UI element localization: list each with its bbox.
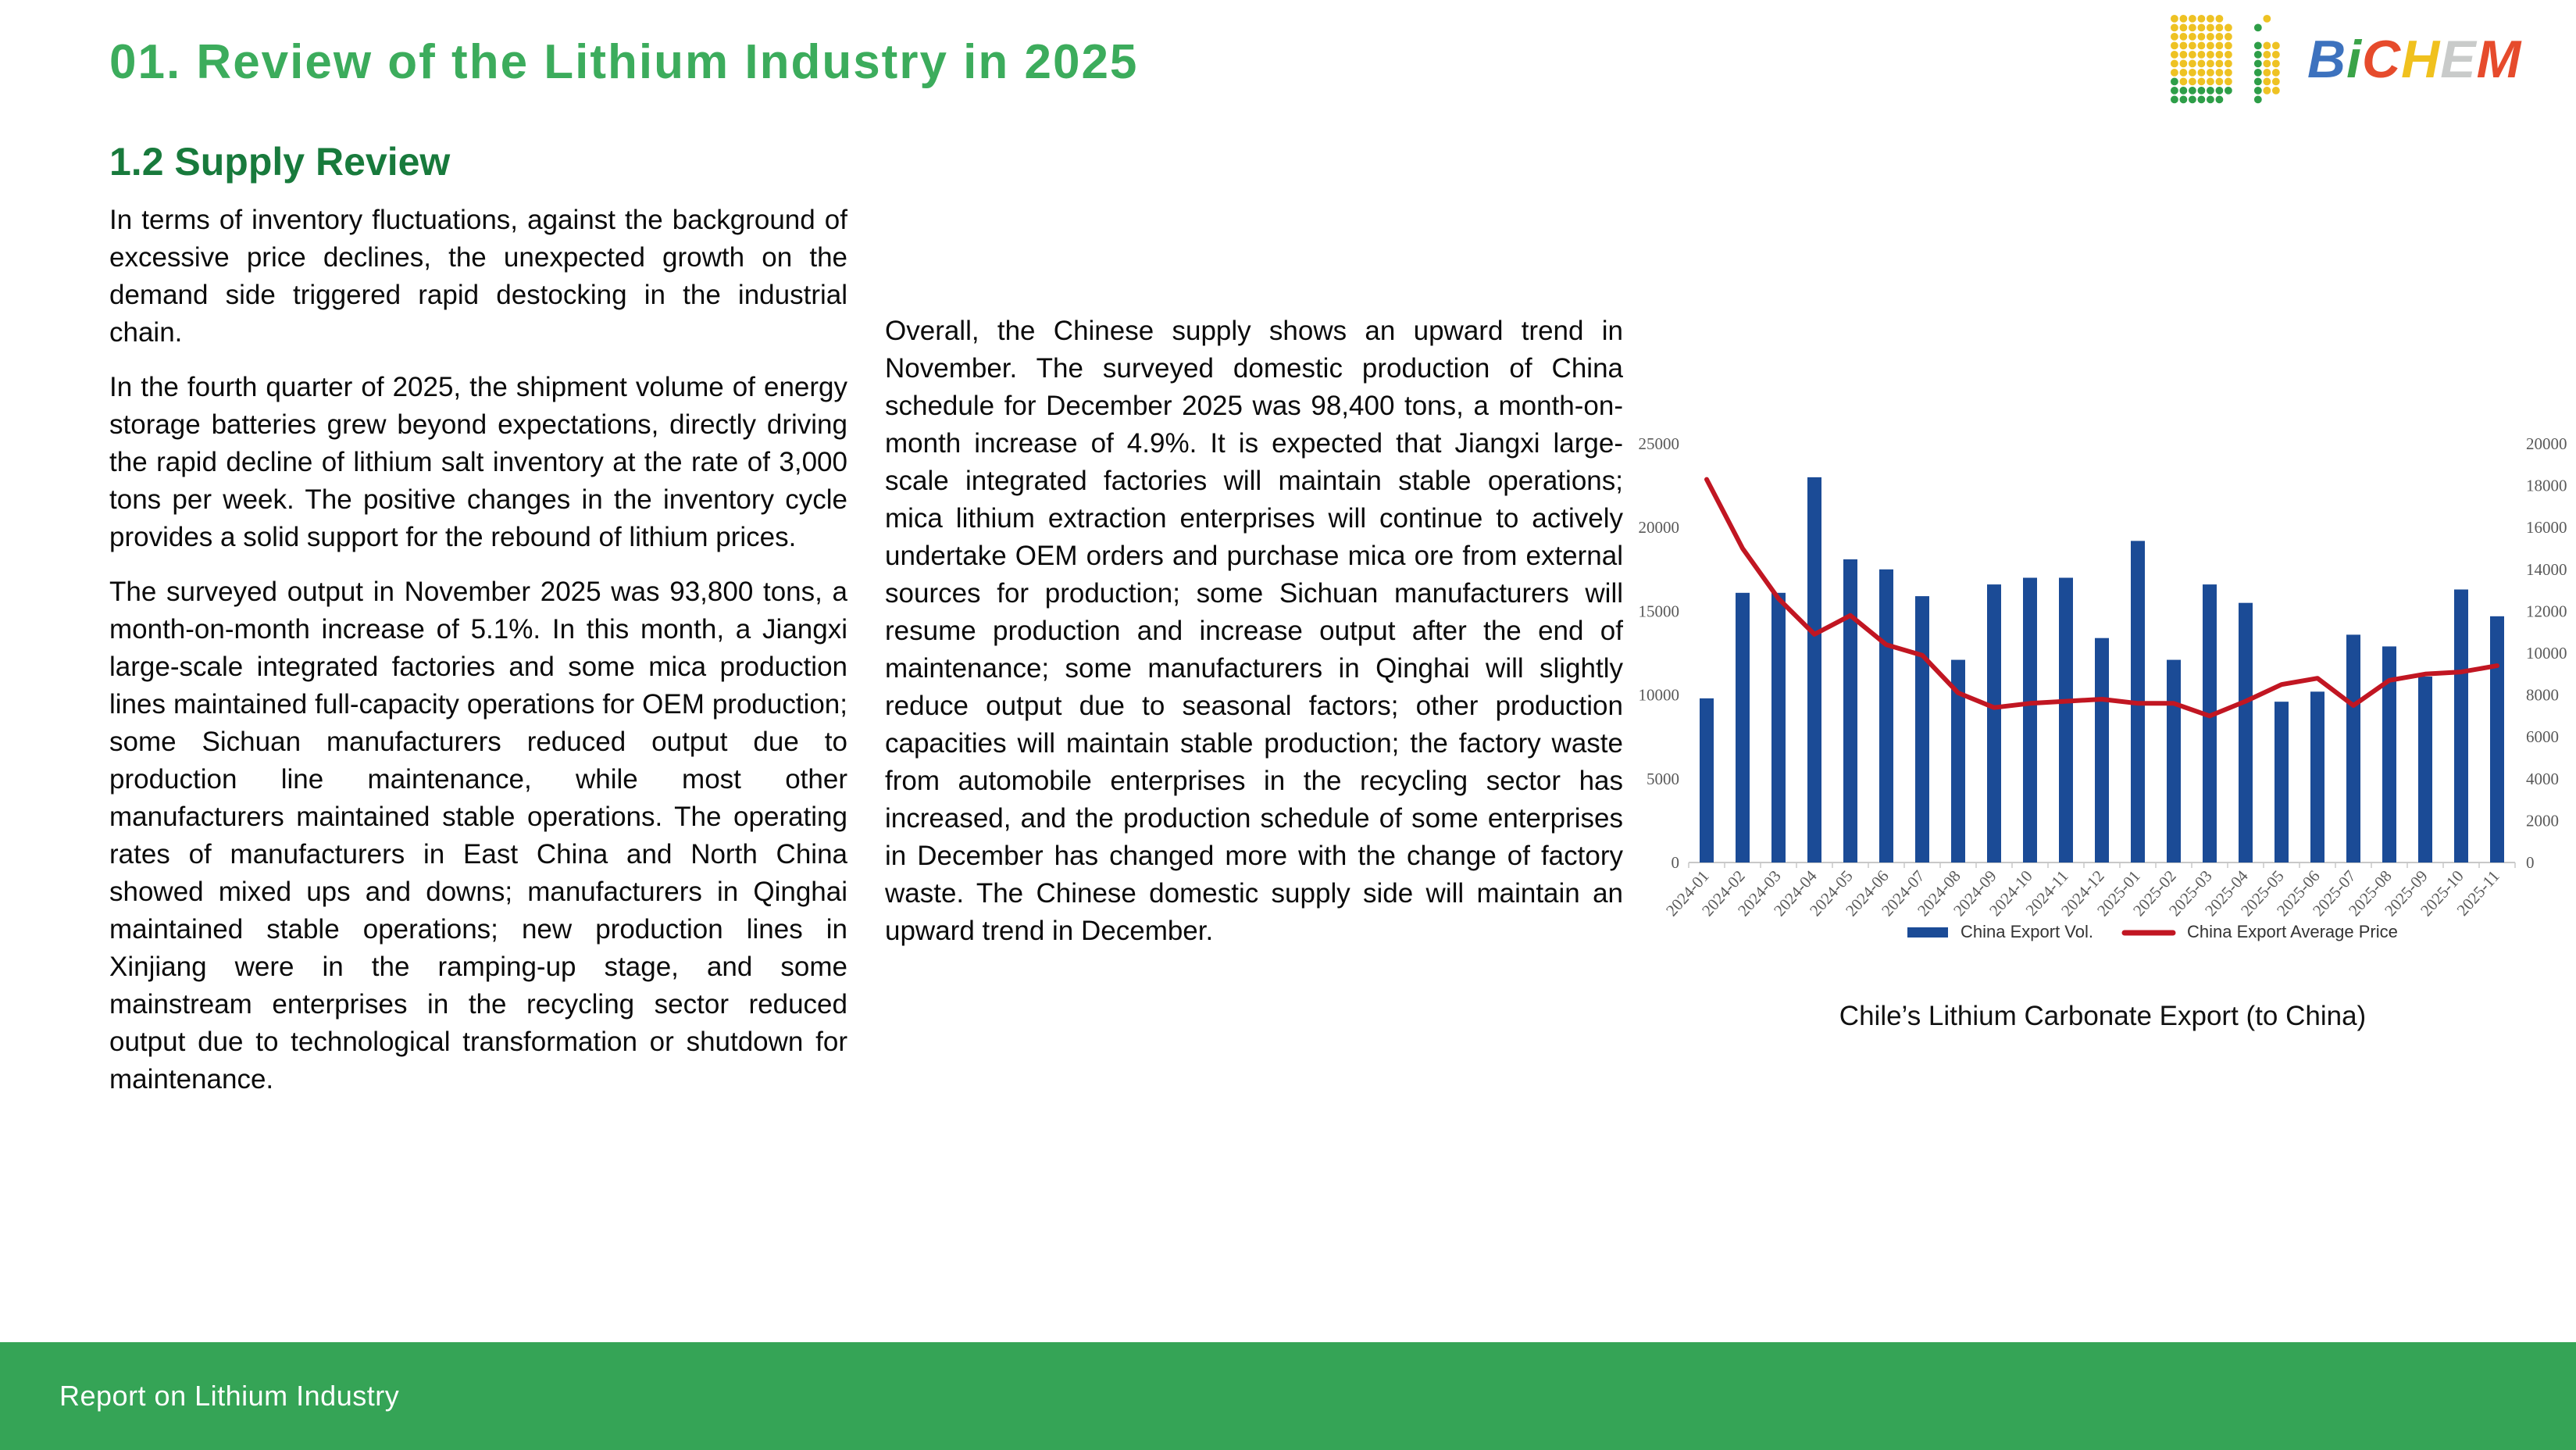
footer-label: Report on Lithium Industry xyxy=(59,1380,400,1412)
export-volume-bar xyxy=(1736,592,1750,862)
bichem-logo: BiCHEM xyxy=(2170,14,2521,105)
export-volume-bar xyxy=(2095,638,2109,862)
export-volume-bar xyxy=(1843,559,1857,862)
text-column-2: Overall, the Chinese supply shows an upw… xyxy=(885,312,1623,967)
right-axis-tick-label: 0 xyxy=(2526,853,2535,872)
legend-bar-label: China Export Vol. xyxy=(1961,922,2093,941)
text-column-1: In terms of inventory fluctuations, agai… xyxy=(109,202,847,1116)
body-paragraph: Overall, the Chinese supply shows an upw… xyxy=(885,316,1623,946)
export-volume-bar xyxy=(2275,702,2289,862)
logo-letter: H xyxy=(2401,30,2441,89)
bichem-logo-word: BiCHEM xyxy=(2307,29,2521,90)
right-axis-tick-label: 18000 xyxy=(2526,477,2567,495)
export-volume-bar xyxy=(2454,589,2468,862)
body-paragraph: The surveyed output in November 2025 was… xyxy=(109,577,847,1095)
bichem-dot-matrix-icon xyxy=(2171,15,2280,104)
section-title: 1.2 Supply Review xyxy=(109,140,451,184)
export-volume-bar xyxy=(1771,592,1786,862)
export-volume-bar xyxy=(2203,584,2217,862)
page-title: 01. Review of the Lithium Industry in 20… xyxy=(109,35,1139,89)
export-volume-bar xyxy=(2490,616,2504,862)
left-axis-tick-label: 15000 xyxy=(1639,602,1680,620)
right-axis-tick-label: 4000 xyxy=(2526,770,2559,788)
export-volume-bar xyxy=(2239,602,2253,862)
export-volume-bar xyxy=(2346,634,2360,862)
legend-line-label: China Export Average Price xyxy=(2187,922,2398,941)
left-axis-tick-label: 20000 xyxy=(1639,518,1680,537)
export-volume-bar xyxy=(1807,477,1821,862)
right-axis-tick-label: 14000 xyxy=(2526,560,2567,579)
left-axis-tick-label: 0 xyxy=(1672,853,1680,872)
logo-letter: i xyxy=(2346,30,2363,89)
logo-letter: M xyxy=(2476,30,2522,89)
logo-letter: E xyxy=(2440,30,2477,89)
export-volume-bar xyxy=(2059,577,2073,862)
export-volume-bar xyxy=(1987,584,2001,862)
export-chart: 0 5000 10000 15000 20000 25000 0 2000 4000 6000 80… xyxy=(1639,434,2567,941)
export-volume-bar xyxy=(2382,646,2396,862)
left-axis-tick-label: 10000 xyxy=(1639,686,1680,705)
export-volume-bar xyxy=(2418,677,2432,862)
export-volume-bar xyxy=(1879,569,1893,862)
right-axis-tick-label: 12000 xyxy=(2526,602,2567,620)
export-volume-bar xyxy=(2167,659,2181,862)
chart-caption: Chile’s Lithium Carbonate Export (to Chi… xyxy=(1839,1001,2367,1031)
export-volume-bar xyxy=(2023,577,2037,862)
body-paragraph: In the fourth quarter of 2025, the shipm… xyxy=(109,372,847,552)
right-axis-tick-label: 2000 xyxy=(2526,811,2559,830)
chart-block: 0 5000 10000 15000 20000 25000 0 2000 4000 6000 80… xyxy=(1629,428,2576,1032)
average-price-line xyxy=(1704,477,2499,719)
export-volume-bar xyxy=(1700,698,1714,862)
logo-letter: C xyxy=(2362,30,2402,89)
right-axis-tick-label: 8000 xyxy=(2526,686,2559,705)
right-axis-tick-label: 6000 xyxy=(2526,727,2559,746)
right-axis-tick-label: 10000 xyxy=(2526,644,2567,662)
legend-bar-swatch xyxy=(1907,927,1948,938)
export-volume-bar xyxy=(1915,596,1929,862)
footer-bar: Report on Lithium Industry xyxy=(0,1342,2576,1450)
logo-letter: B xyxy=(2307,30,2347,89)
right-axis-tick-label: 16000 xyxy=(2526,518,2567,537)
left-axis-tick-label: 5000 xyxy=(1647,770,1679,788)
export-volume-bar xyxy=(2310,691,2324,862)
body-paragraph: In terms of inventory fluctuations, agai… xyxy=(109,205,847,348)
right-axis-tick-label: 20000 xyxy=(2526,434,2567,453)
left-axis-tick-label: 25000 xyxy=(1639,434,1680,453)
export-volume-bar xyxy=(1951,659,1965,862)
